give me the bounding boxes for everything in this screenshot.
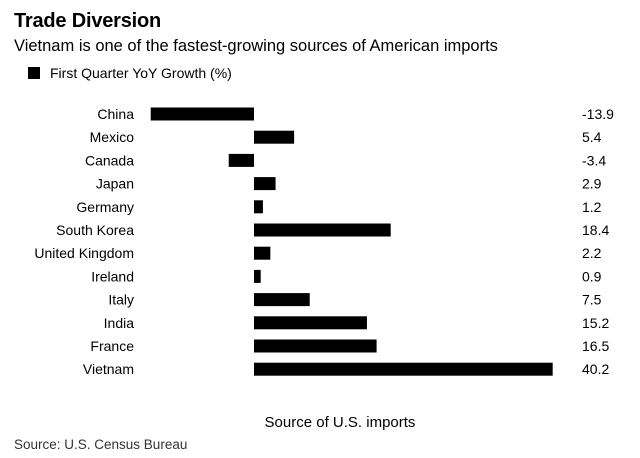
category-label-united-kingdom: United Kingdom (34, 245, 134, 261)
x-axis-label: Source of U.S. imports (264, 414, 416, 431)
category-label-japan: Japan (96, 176, 134, 192)
bar-ireland (254, 269, 261, 283)
bar-germany (254, 200, 263, 214)
bar-south-korea (254, 223, 391, 237)
value-label-south-korea: 18.4 (582, 222, 609, 238)
bar-france (254, 339, 377, 353)
value-label-united-kingdom: 2.2 (582, 245, 602, 261)
value-label-canada: -3.4 (582, 152, 606, 168)
chart-title: Trade Diversion (14, 10, 162, 32)
bar-mexico (254, 130, 295, 144)
category-label-mexico: Mexico (90, 129, 135, 145)
category-label-canada: Canada (85, 152, 134, 168)
category-label-vietnam: Vietnam (83, 361, 134, 377)
category-label-italy: Italy (108, 292, 134, 308)
legend-swatch (28, 67, 40, 79)
bar-canada (228, 153, 254, 167)
chart-subtitle: Vietnam is one of the fastest-growing so… (14, 37, 498, 55)
category-label-germany: Germany (76, 199, 134, 215)
category-label-south-korea: South Korea (56, 222, 134, 238)
value-label-india: 15.2 (582, 315, 609, 331)
category-label-france: France (90, 338, 134, 354)
bar-japan (254, 177, 276, 191)
value-label-vietnam: 40.2 (582, 361, 609, 377)
category-label-ireland: Ireland (91, 268, 134, 284)
value-label-china: -13.9 (582, 106, 614, 122)
value-label-france: 16.5 (582, 338, 609, 354)
value-label-germany: 1.2 (582, 199, 602, 215)
bar-india (254, 316, 367, 330)
category-label-india: India (104, 315, 135, 331)
value-label-japan: 2.9 (582, 176, 602, 192)
legend-label: First Quarter YoY Growth (%) (50, 65, 232, 81)
bar-italy (254, 293, 310, 307)
source-note: Source: U.S. Census Bureau (14, 437, 188, 452)
bar-china (150, 107, 254, 121)
legend: First Quarter YoY Growth (%) (28, 65, 232, 81)
bar-united-kingdom (254, 246, 271, 260)
value-label-ireland: 0.9 (582, 268, 602, 284)
category-label-china: China (97, 106, 134, 122)
bar-vietnam (254, 362, 553, 376)
value-label-mexico: 5.4 (582, 129, 602, 145)
value-label-italy: 7.5 (582, 292, 602, 308)
